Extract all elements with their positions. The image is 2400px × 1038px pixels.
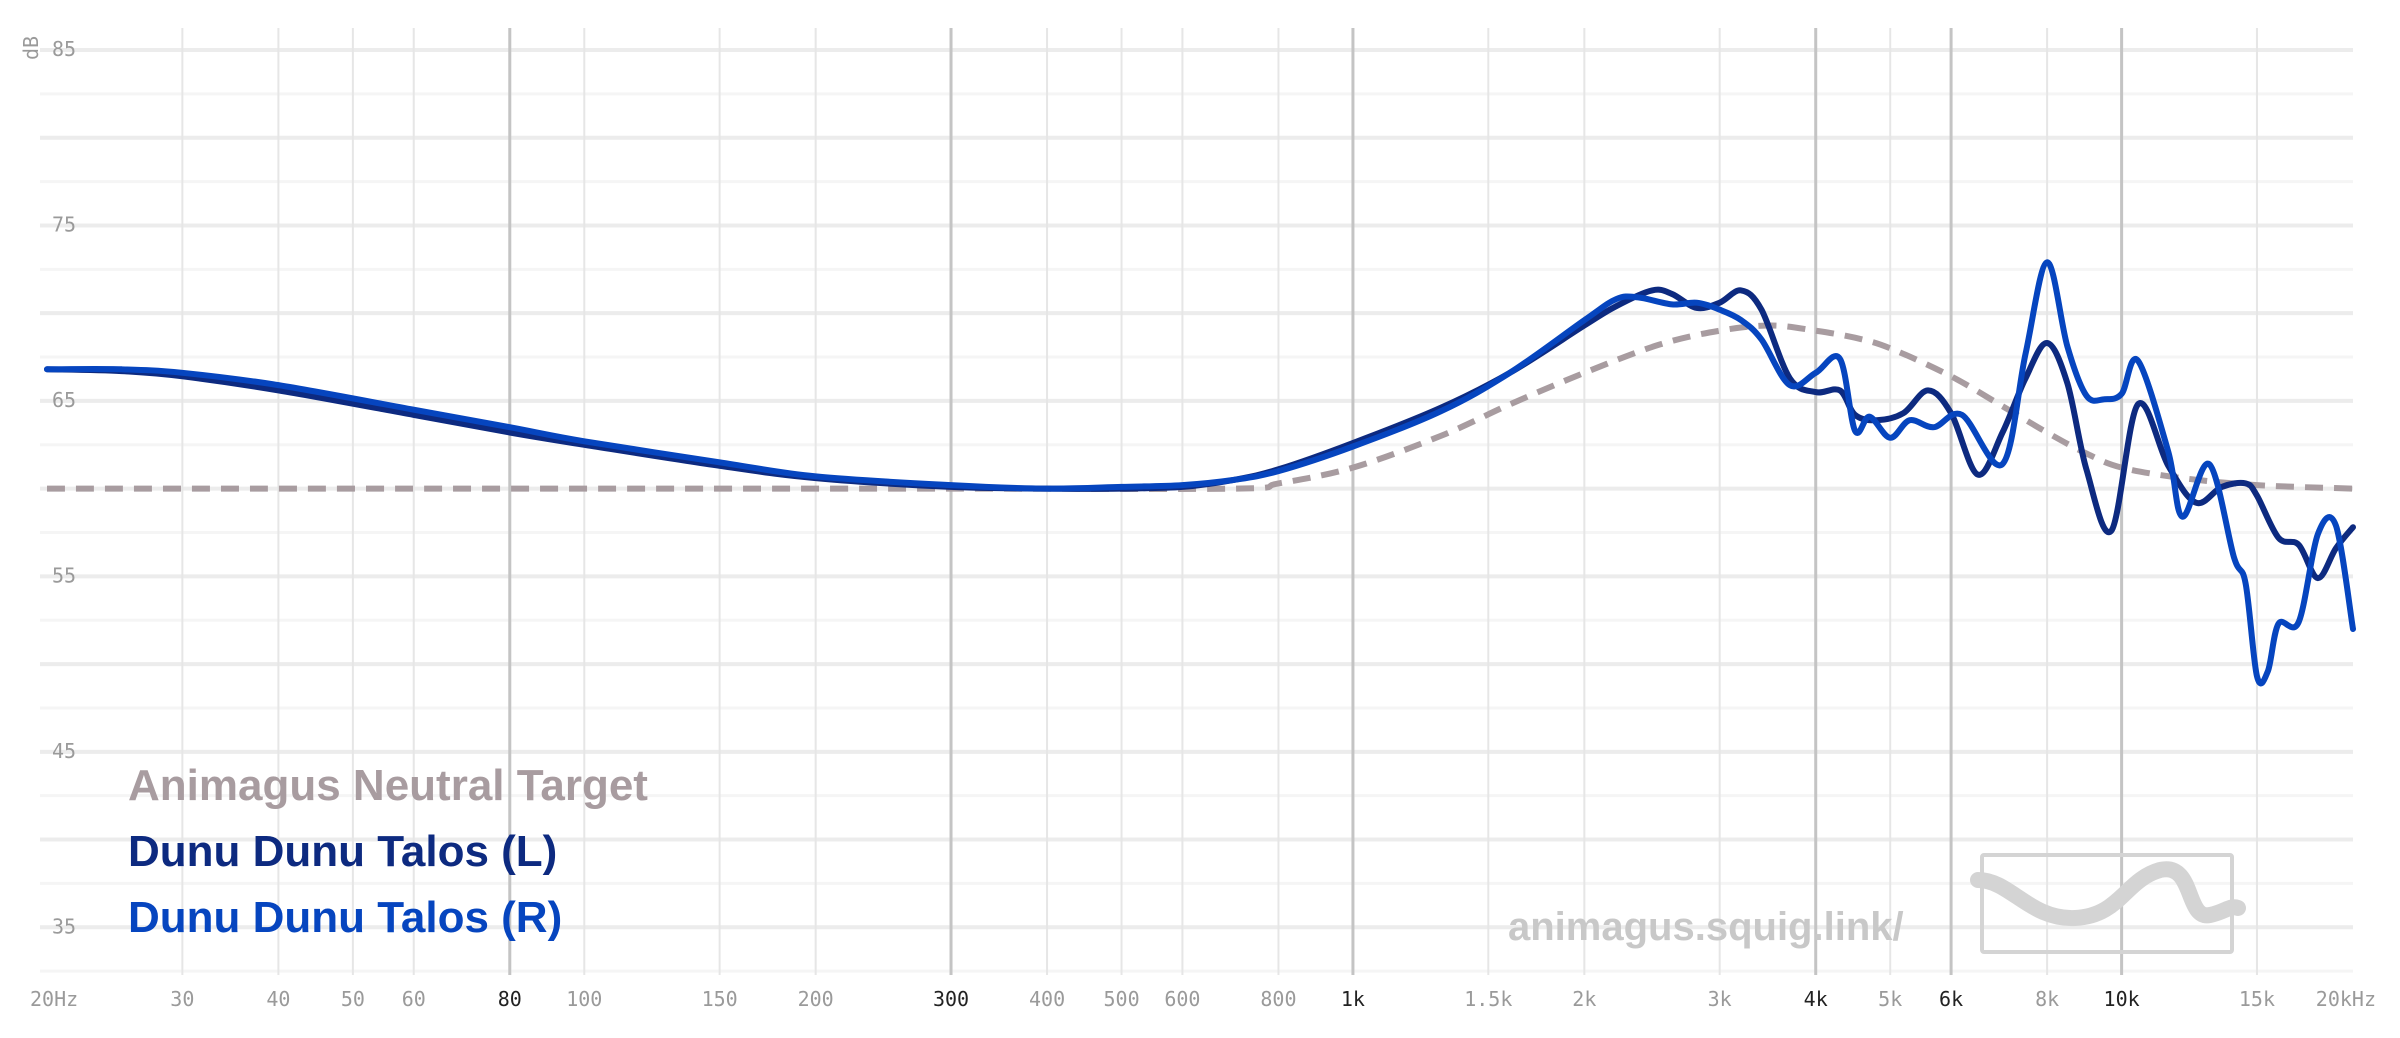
x-tick-label: 20kHz xyxy=(2316,987,2376,1011)
y-tick-label: 45 xyxy=(52,739,76,763)
legend-target: Animagus Neutral Target xyxy=(128,761,648,810)
squiglink-logo-icon xyxy=(1970,853,2246,954)
x-tick-label: 30 xyxy=(170,987,194,1011)
x-tick-label: 5k xyxy=(1878,987,1902,1011)
y-tick-label: 35 xyxy=(52,914,76,938)
legend-talos-left: Dunu Dunu Talos (L) xyxy=(128,827,557,876)
x-tick-label: 1.5k xyxy=(1464,987,1512,1011)
legend: Animagus Neutral Target Dunu Dunu Talos (… xyxy=(128,761,648,942)
y-tick-label: 55 xyxy=(52,563,76,587)
legend-talos-right: Dunu Dunu Talos (R) xyxy=(128,893,562,942)
x-tick-label: 8k xyxy=(2035,987,2059,1011)
talos-right-curve xyxy=(44,259,2356,687)
x-tick-label: 6k xyxy=(1939,987,1963,1011)
x-tick-label: 1k xyxy=(1341,987,1365,1011)
x-tick-label: 600 xyxy=(1164,987,1200,1011)
x-tick-label: 20Hz xyxy=(30,987,78,1011)
x-tick-label: 10k xyxy=(2104,987,2140,1011)
x-tick-label: 200 xyxy=(798,987,834,1011)
x-tick-label: 400 xyxy=(1029,987,1065,1011)
watermark-text: animagus.squig.link/ xyxy=(1508,905,1904,949)
x-tick-label: 300 xyxy=(933,987,969,1011)
x-tick-label: 3k xyxy=(1708,987,1732,1011)
x-tick-label: 15k xyxy=(2239,987,2275,1011)
talos-left-curve xyxy=(44,286,2356,582)
watermark: animagus.squig.link/ xyxy=(1508,853,2246,954)
x-tick-label: 100 xyxy=(566,987,602,1011)
y-tick-label: 65 xyxy=(52,388,76,412)
x-tick-label: 4k xyxy=(1804,987,1828,1011)
x-tick-label: 40 xyxy=(266,987,290,1011)
series-layer xyxy=(44,259,2356,687)
x-tick-label: 800 xyxy=(1260,987,1296,1011)
x-tick-label: 60 xyxy=(402,987,426,1011)
x-tick-label: 80 xyxy=(498,987,522,1011)
y-tick-label: 75 xyxy=(52,212,76,236)
x-tick-label: 150 xyxy=(702,987,738,1011)
x-tick-label: 2k xyxy=(1572,987,1596,1011)
y-axis-label: dB xyxy=(19,36,43,60)
x-tick-label: 50 xyxy=(341,987,365,1011)
y-axis: 85 75 65 55 45 35 xyxy=(52,37,76,938)
y-tick-label: 85 xyxy=(52,37,76,61)
x-tick-label: 500 xyxy=(1103,987,1139,1011)
x-axis: 20Hz 30 40 50 60 80 100 150 200 300 400 500 600 800 1k… xyxy=(30,987,2376,1011)
